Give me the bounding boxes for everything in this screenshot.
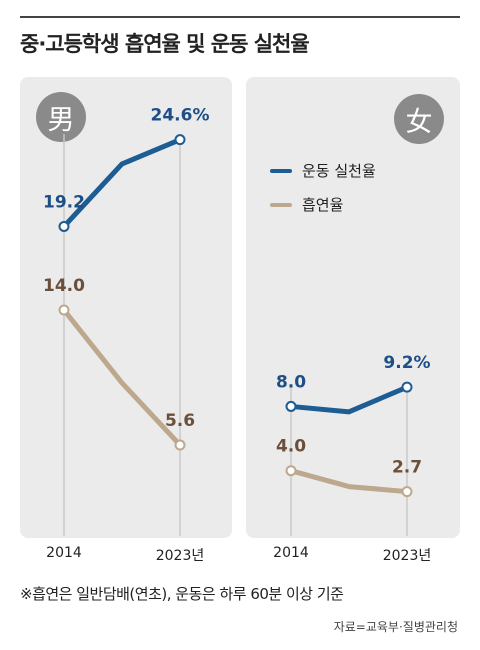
data-label-smoking-male-2014: 14.0 [43,276,85,296]
data-label-exercise-female-2023: 9.2% [383,353,430,373]
legend-label-smoking: 흡연율 [302,196,344,214]
legend-item-exercise: 운동 실천율 [270,160,376,181]
series-line-smoking-female [288,468,410,495]
series-line-exercise-female [288,384,410,415]
chart-title: 중·고등학생 흡연율 및 운동 실천율 [20,32,310,56]
x-tick-female-2023: 2023년 [382,548,432,564]
data-label-smoking-female-2014: 4.0 [276,437,306,457]
data-label-smoking-male-2023: 5.6 [165,411,195,431]
point-smoking-male-2014 [58,304,70,316]
male-badge: 男 [36,92,86,142]
point-smoking-female-2023 [401,486,413,498]
legend-swatch-exercise [270,168,292,173]
data-label-exercise-male-2014: 19.2 [43,192,85,212]
point-smoking-male-2023 [174,439,186,451]
male-panel [20,77,232,538]
data-label-smoking-female-2023: 2.7 [392,458,422,478]
legend-item-smoking: 흡연율 [270,194,343,215]
female-badge: 女 [394,94,444,144]
legend-swatch-smoking [270,202,292,207]
footnote: ※흡연은 일반담배(연초), 운동은 하루 60분 이상 기준 [20,585,344,603]
female-panel [246,77,460,538]
series-line-smoking-male [61,307,183,448]
point-exercise-male-2014 [58,220,70,232]
point-exercise-female-2014 [285,400,297,412]
x-tick-female-2014: 2014 [273,545,309,561]
point-exercise-female-2023 [401,381,413,393]
x-tick-male-2014: 2014 [46,545,82,561]
data-label-exercise-male-2023: 24.6% [151,106,210,126]
legend-label-exercise: 운동 실천율 [302,162,376,180]
point-exercise-male-2023 [174,134,186,146]
source-note: 자료=교육부·질병관리청 [333,620,458,634]
x-tick-male-2023: 2023년 [155,548,205,564]
data-label-exercise-female-2014: 8.0 [276,372,306,392]
title-rule [20,16,460,18]
series-line-exercise-male [61,137,183,229]
point-smoking-female-2014 [285,465,297,477]
